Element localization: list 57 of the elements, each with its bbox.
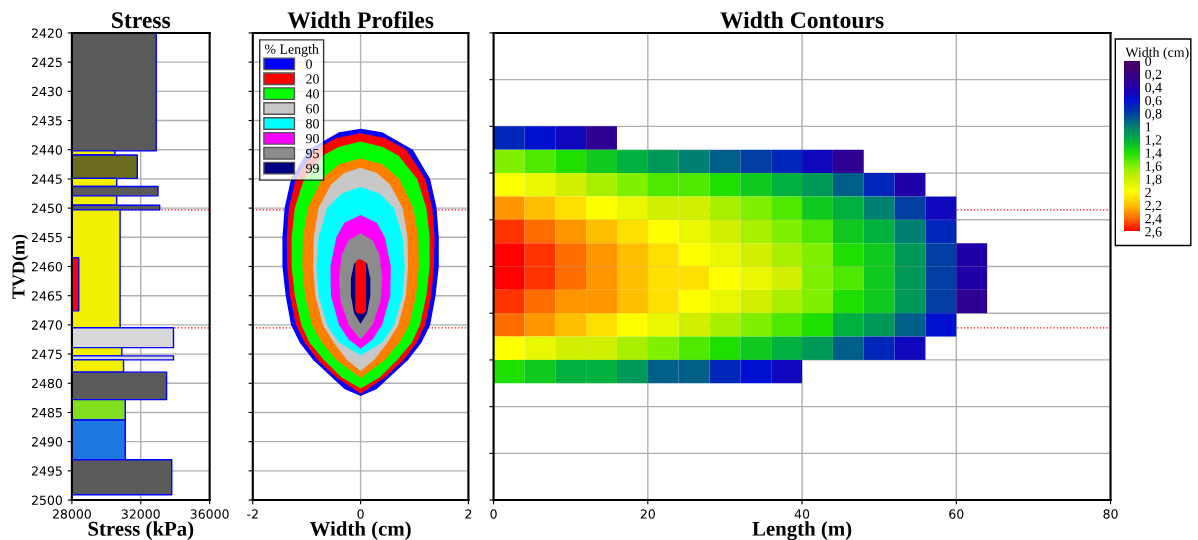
color-bar-label: 1,8: [1145, 174, 1162, 186]
color-bar-label: 1,4: [1145, 148, 1162, 160]
x-tick-label: 20: [640, 509, 655, 519]
x-tick-label: -2: [247, 509, 258, 519]
legend-label: 0: [306, 59, 312, 69]
y-tick-label: 2495: [31, 466, 62, 476]
color-bar-label: 2,6: [1145, 227, 1162, 239]
legend-label: 99: [306, 163, 319, 174]
y-axis-title: TVD(m): [11, 234, 29, 299]
y-tick-label: 2425: [31, 57, 62, 68]
legend-title: % Length: [264, 44, 319, 57]
x-tick-label: 0: [490, 509, 497, 519]
y-tick-label: 2475: [31, 349, 62, 359]
x-tick-label: 28000: [52, 509, 91, 519]
y-tick-label: 2500: [31, 495, 63, 505]
color-bar-label: 0,6: [1145, 95, 1162, 108]
legend-label: 20: [306, 74, 319, 84]
x-tick-label: 32000: [121, 509, 160, 519]
y-tick-label: 2445: [31, 174, 62, 184]
chart-title: Width Contours: [720, 11, 884, 29]
y-tick-label: 2435: [31, 115, 62, 126]
y-tick-label: 2440: [31, 145, 63, 155]
legend-label: 80: [306, 119, 319, 129]
y-tick-label: 2455: [31, 232, 62, 243]
y-tick-label: 2490: [31, 437, 63, 447]
legend-label: 60: [306, 104, 319, 114]
y-tick-label: 2470: [31, 320, 63, 330]
y-tick-label: 2420: [31, 28, 63, 38]
x-axis-title: Length (m): [752, 521, 852, 540]
x-tick-label: 2: [465, 509, 472, 519]
legend-label: 40: [305, 89, 319, 99]
y-tick-label: 2480: [31, 378, 63, 389]
y-tick-label: 2485: [31, 407, 62, 418]
y-tick-label: 2465: [31, 291, 62, 301]
chart-title: Stress: [112, 12, 171, 29]
color-bar-label: 2: [1145, 187, 1151, 197]
color-bar-label: 1,2: [1145, 135, 1162, 147]
legend-label: 90: [306, 133, 319, 144]
color-bar-label: 1: [1145, 122, 1151, 132]
legend-label: 95: [306, 148, 319, 159]
x-tick-label: 40: [794, 509, 810, 519]
x-tick-label: 80: [1103, 509, 1118, 519]
x-tick-label: 60: [949, 509, 964, 519]
color-bar-label: 1,6: [1145, 161, 1162, 173]
x-axis-title: Width (cm): [309, 521, 411, 540]
color-bar-label: 2,2: [1145, 200, 1162, 213]
chart-title: Width Profiles: [287, 11, 434, 29]
color-bar-label: 2,4: [1145, 213, 1162, 226]
y-tick-label: 2460: [31, 261, 63, 272]
color-bar-label: 0,8: [1145, 109, 1162, 121]
y-tick-label: 2430: [31, 86, 63, 97]
x-axis-title: Stress (kPa): [88, 521, 194, 540]
x-tick-label: 36000: [190, 509, 229, 519]
y-tick-label: 2450: [31, 203, 63, 214]
color-bar-label: 0,2: [1145, 69, 1162, 82]
color-bar-label: 0,4: [1145, 82, 1162, 95]
x-tick-label: 0: [357, 509, 364, 519]
